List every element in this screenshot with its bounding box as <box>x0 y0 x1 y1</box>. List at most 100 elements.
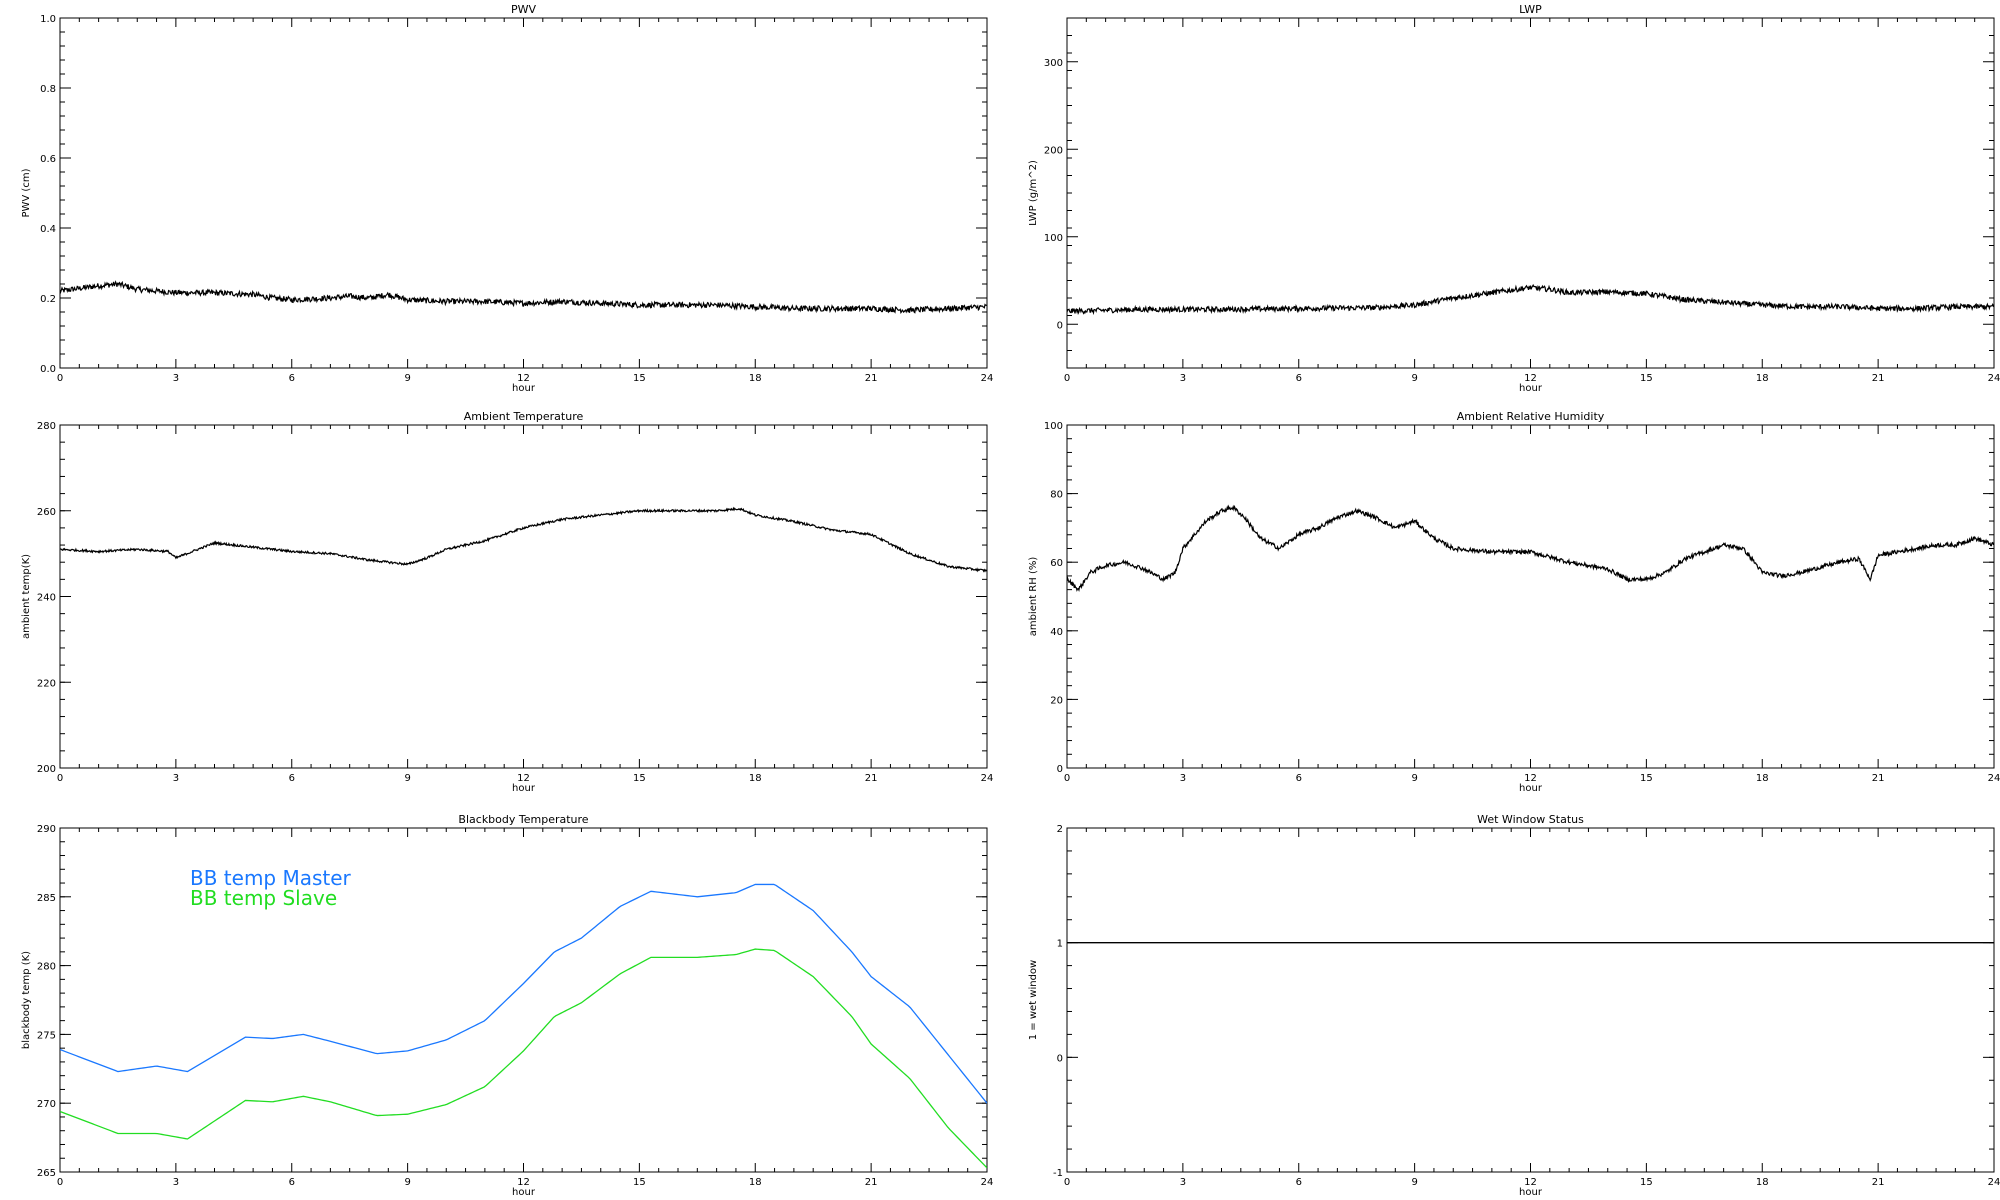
x-tick-label: 3 <box>1180 773 1186 784</box>
plot-frame <box>59 424 988 769</box>
x-tick-label: 24 <box>981 1177 994 1188</box>
y-tick-label: 0.8 <box>40 84 56 95</box>
legend-entry: BB temp Master <box>190 866 352 890</box>
x-tick-label: 0 <box>1064 773 1070 784</box>
x-tick-label: 21 <box>1872 1177 1885 1188</box>
y-tick-label: 200 <box>37 764 56 775</box>
x-tick-label: 9 <box>404 1177 410 1188</box>
y-tick-label: 80 <box>1050 490 1063 501</box>
x-axis-label: hour <box>1519 383 1543 394</box>
series-line <box>60 280 987 314</box>
x-tick-label: 18 <box>1756 1177 1769 1188</box>
y-tick-label: 0.0 <box>40 364 56 375</box>
x-tick-label: 6 <box>1296 1177 1302 1188</box>
chart-title: PWV <box>511 3 537 16</box>
y-axis-label: PWV (cm) <box>21 168 32 217</box>
x-axis-label: hour <box>512 383 536 394</box>
x-tick-label: 12 <box>1524 373 1537 384</box>
x-tick-label: 24 <box>1988 1177 2000 1188</box>
y-tick-label: 100 <box>1044 421 1063 432</box>
x-tick-label: 12 <box>517 773 530 784</box>
legend-entry: BB temp Slave <box>190 886 337 910</box>
y-tick-label: 240 <box>37 593 56 604</box>
panel-ambient-rh: Ambient Relative Humidity 0 3 6 9 12 15 18 21 24 0… <box>1028 410 2000 794</box>
x-tick-label: 9 <box>1411 373 1417 384</box>
x-tick-label: 24 <box>981 373 994 384</box>
x-tick-label: 12 <box>517 1177 530 1188</box>
x-tick-label: 18 <box>1756 373 1769 384</box>
panel-blackbody-temp: Blackbody Temperature 0 3 6 9 12 15 18 21 24 265 27… <box>21 813 993 1198</box>
series-line <box>60 506 987 573</box>
y-tick-label: 280 <box>37 962 56 973</box>
y-tick-label: 200 <box>1044 145 1063 156</box>
y-tick-label: 220 <box>37 678 56 689</box>
x-tick-label: 15 <box>633 1177 646 1188</box>
x-tick-label: 12 <box>1524 773 1537 784</box>
y-tick-label: 0.2 <box>40 294 56 305</box>
x-tick-label: 15 <box>633 773 646 784</box>
y-tick-label: 285 <box>37 893 56 904</box>
x-tick-label: 6 <box>289 373 295 384</box>
x-tick-label: 3 <box>1180 373 1186 384</box>
y-tick-label: 290 <box>37 824 56 835</box>
y-tick-label: 1 <box>1057 939 1063 950</box>
x-axis-label: hour <box>1519 1187 1543 1198</box>
x-tick-label: 21 <box>865 373 878 384</box>
x-tick-label: 21 <box>865 1177 878 1188</box>
y-tick-label: 0 <box>1057 764 1063 775</box>
x-tick-label: 18 <box>749 1177 762 1188</box>
series-line <box>1067 283 1994 316</box>
y-tick-label: -1 <box>1053 1168 1063 1179</box>
y-tick-label: 260 <box>37 507 56 518</box>
x-tick-label: 0 <box>1064 1177 1070 1188</box>
panel-ambient-temp: Ambient Temperature 0 3 6 9 12 15 18 21 24 200 220 2… <box>21 410 993 794</box>
y-axis-label: 1 = wet window <box>1028 960 1039 1040</box>
x-tick-label: 6 <box>289 1177 295 1188</box>
x-tick-label: 24 <box>1988 773 2000 784</box>
plot-frame <box>1066 827 1995 1173</box>
chart-title: LWP <box>1519 3 1542 16</box>
x-tick-label: 6 <box>1296 373 1302 384</box>
x-tick-label: 24 <box>981 773 994 784</box>
y-axis-label: ambient RH (%) <box>1028 557 1039 637</box>
plot-frame <box>1066 424 1995 769</box>
x-tick-label: 12 <box>517 373 530 384</box>
y-tick-label: 270 <box>37 1099 56 1110</box>
x-tick-label: 3 <box>173 773 179 784</box>
x-axis-label: hour <box>512 1187 536 1198</box>
chart-title: Blackbody Temperature <box>458 813 588 826</box>
x-tick-label: 21 <box>1872 773 1885 784</box>
y-tick-label: 100 <box>1044 233 1063 244</box>
series-line-bb-temp-slave <box>60 948 987 1169</box>
chart-title: Ambient Temperature <box>464 410 584 423</box>
x-tick-label: 9 <box>404 373 410 384</box>
x-tick-label: 15 <box>1640 773 1653 784</box>
chart-title: Wet Window Status <box>1477 813 1584 826</box>
y-tick-label: 40 <box>1050 627 1063 638</box>
panel-lwp: LWP 0 3 6 9 12 15 18 21 24 0 100 200 300 hour LWP (g/m^… <box>1028 3 2000 394</box>
y-axis-label: blackbody temp (K) <box>21 951 32 1049</box>
y-tick-label: 0 <box>1057 320 1063 331</box>
y-tick-label: 275 <box>37 1030 56 1041</box>
x-tick-label: 12 <box>1524 1177 1537 1188</box>
x-tick-label: 21 <box>865 773 878 784</box>
y-tick-label: 2 <box>1057 824 1063 835</box>
y-axis-label: LWP (g/m^2) <box>1028 160 1039 226</box>
x-axis-label: hour <box>512 783 536 794</box>
x-tick-label: 6 <box>289 773 295 784</box>
x-tick-label: 6 <box>1296 773 1302 784</box>
plot-frame <box>1066 17 1995 369</box>
x-tick-label: 15 <box>633 373 646 384</box>
y-tick-label: 265 <box>37 1168 56 1179</box>
y-tick-label: 1.0 <box>40 14 56 25</box>
y-tick-label: 280 <box>37 421 56 432</box>
y-tick-label: 60 <box>1050 558 1063 569</box>
x-tick-label: 15 <box>1640 1177 1653 1188</box>
x-tick-label: 0 <box>57 373 63 384</box>
x-tick-label: 18 <box>749 773 762 784</box>
x-tick-label: 0 <box>57 773 63 784</box>
y-tick-label: 0.6 <box>40 154 56 165</box>
series-line <box>1067 504 1994 592</box>
